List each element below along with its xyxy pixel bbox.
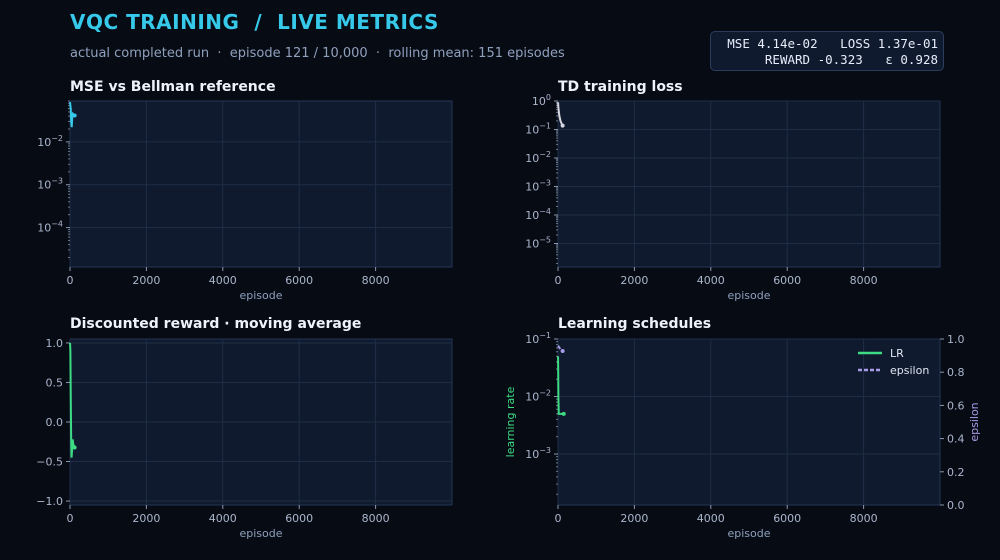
metrics-line-mse-loss: MSE 4.14e-02 LOSS 1.37e-01 [727, 36, 938, 51]
series-line-epsilon [557, 345, 564, 352]
y-tick-label: 10−3 [525, 179, 551, 194]
series-end-point [72, 113, 77, 118]
y-axis-label: learning rate [504, 386, 517, 457]
y2-tick-label: 0.6 [947, 399, 965, 412]
x-tick-label: 2000 [132, 512, 160, 525]
x-tick-label: 0 [555, 512, 562, 525]
chart-mse: MSE vs Bellman reference 0 2000 4000 6000 800… [37, 79, 453, 302]
y-tick-label: −1.0 [36, 495, 63, 508]
x-tick-label: 2000 [620, 274, 648, 287]
y-tick-label: 10−4 [37, 220, 63, 235]
y-tick-label: 10−2 [37, 134, 63, 149]
y-tick-label: 0.0 [46, 416, 64, 429]
x-tick-label: 4000 [209, 274, 237, 287]
y-tick-label: 100 [532, 93, 551, 108]
x-axis-label: episode [727, 289, 770, 302]
y2-tick-label: 1.0 [947, 333, 965, 346]
x-tick-label: 2000 [132, 274, 160, 287]
series-end-point [560, 348, 565, 353]
x-tick-label: 0 [555, 274, 562, 287]
y-tick-label: 10−5 [525, 236, 551, 251]
x-tick-label: 4000 [209, 512, 237, 525]
metrics-line-reward-epsilon: REWARD -0.323 ε 0.928 [764, 52, 938, 67]
x-axis-label: episode [727, 527, 770, 540]
chart-title: Learning schedules [558, 316, 711, 332]
x-axis-label: episode [239, 289, 282, 302]
y2-tick-label: 0.8 [947, 366, 965, 379]
chart-title: TD training loss [558, 79, 683, 95]
series-end-point [72, 445, 77, 450]
y2-axis-label: epsilon [968, 402, 981, 441]
x-tick-label: 4000 [697, 274, 725, 287]
chart-legend: LR epsilon [858, 347, 929, 377]
y-tick-label: 10−2 [525, 150, 551, 165]
legend-label: epsilon [890, 364, 929, 377]
y-tick-label: 10−1 [525, 122, 551, 137]
y-tick-label: 10−1 [525, 331, 551, 346]
chart-schedules: Learning schedules 0 2000 4000 6000 8000 10−1 1… [504, 316, 981, 540]
chart-title: Discounted reward · moving average [70, 316, 361, 332]
y2-tick-label: 0.0 [947, 499, 965, 512]
x-tick-label: 6000 [285, 512, 313, 525]
x-tick-label: 8000 [850, 512, 878, 525]
x-tick-label: 4000 [697, 512, 725, 525]
page-title: VQC TRAINING / LIVE METRICS [70, 10, 439, 34]
y2-tick-label: 0.2 [947, 466, 965, 479]
chart-loss: TD training loss 0 2000 4000 6000 8000 100 10−1… [525, 79, 941, 302]
y-tick-label: 10−4 [525, 207, 551, 222]
x-axis-label: episode [239, 527, 282, 540]
series-end-point [561, 411, 566, 416]
y-tick-label: 0.5 [46, 376, 64, 389]
y-tick-label: −0.5 [36, 456, 63, 469]
x-tick-label: 8000 [362, 512, 390, 525]
x-tick-label: 0 [67, 512, 74, 525]
x-tick-label: 2000 [620, 512, 648, 525]
y2-tick-label: 0.4 [947, 433, 965, 446]
x-tick-label: 6000 [773, 274, 801, 287]
y-tick-label: 10−2 [525, 389, 551, 404]
x-tick-label: 8000 [850, 274, 878, 287]
legend-label: LR [890, 347, 904, 360]
chart-reward: Discounted reward · moving average 0 2000 4… [36, 316, 453, 540]
plot-area [557, 338, 941, 506]
y-tick-label: 10−3 [37, 177, 63, 192]
y-tick-label: 10−3 [525, 446, 551, 461]
chart-title: MSE vs Bellman reference [70, 79, 276, 95]
x-tick-label: 6000 [285, 274, 313, 287]
x-tick-label: 0 [67, 274, 74, 287]
plot-area [69, 100, 453, 268]
metrics-readout: MSE 4.14e-02 LOSS 1.37e-01 REWARD -0.323 … [710, 31, 944, 71]
series-line [69, 342, 76, 458]
plot-area [557, 100, 941, 268]
series-end-point [560, 123, 565, 128]
y-tick-label: 1.0 [46, 337, 64, 350]
x-tick-label: 8000 [362, 274, 390, 287]
page-subtitle: actual completed run · episode 121 / 10,… [70, 46, 565, 61]
x-tick-label: 6000 [773, 512, 801, 525]
